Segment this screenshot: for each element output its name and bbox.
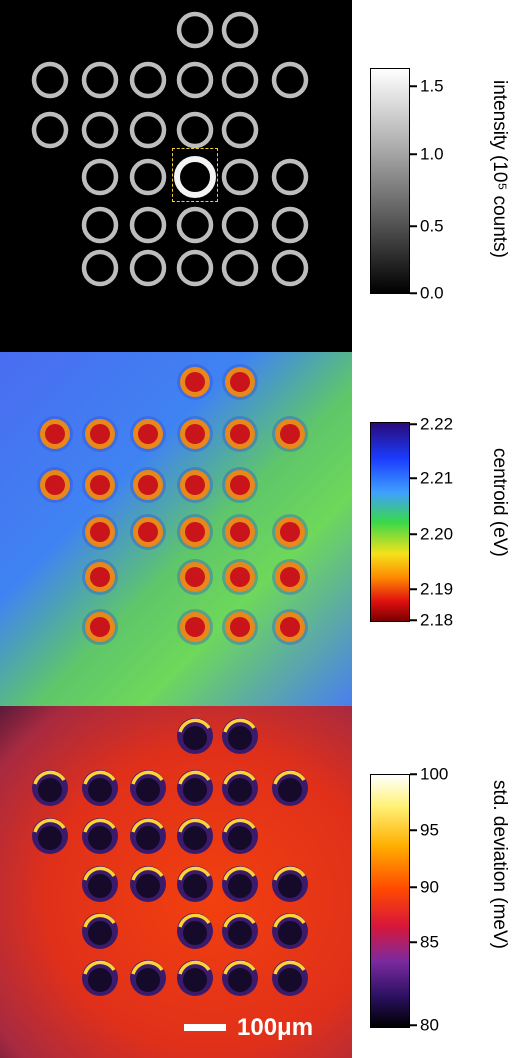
micro-well-ring [176,11,214,49]
tick-label: 0.5 [420,216,444,236]
intensity-colorbar [370,68,410,294]
micro-well-ring [129,206,167,244]
tick-label: 100 [420,764,449,784]
micro-well-ring [129,111,167,149]
tick-label: 95 [420,820,439,840]
micro-well-ring [176,206,214,244]
micro-well-ring [176,249,214,287]
micro-well-ring [81,249,119,287]
micro-well-ring [271,206,309,244]
tick-label: 90 [420,877,439,897]
micro-well-ring [221,249,259,287]
micro-well-ring [31,61,69,99]
tick-label: 0.0 [420,283,444,303]
scale-bar [0,706,352,1058]
micro-well-ring [174,156,216,198]
scale-bar-line [184,1024,226,1031]
intensity-map [31,11,309,287]
scale-bar-label: 100μm [237,1014,314,1041]
centroid-map [37,364,308,645]
tick-label: 2.18 [420,610,454,630]
intensity-map-panel [0,0,352,352]
micro-well-ring [81,111,119,149]
centroid-map-panel [0,352,352,706]
tick-label: 2.21 [420,468,454,488]
centroid-colorbar-label: centroid (eV) [489,448,510,557]
tick-label: 2.22 [420,414,454,434]
micro-well-ring [129,249,167,287]
micro-well-ring [271,249,309,287]
std-deviation-colorbar [370,774,410,1028]
micro-well-ring [31,111,69,149]
tick-label: 1.0 [420,144,444,164]
std-deviation-map-panel [0,706,352,1058]
region-of-interest-box [172,148,218,202]
micro-well-ring [81,158,119,196]
micro-well-ring [221,61,259,99]
micro-well-ring [176,111,214,149]
tick-label: 2.19 [420,579,454,599]
micro-well-ring [221,206,259,244]
micro-well-ring [81,61,119,99]
micro-well-ring [271,61,309,99]
std-deviation-map [32,718,308,996]
micro-well-ring [129,158,167,196]
std-deviation-colorbar-label: std. deviation (meV) [489,780,510,949]
tick-label: 2.20 [420,524,454,544]
tick-label: 80 [420,1015,439,1035]
intensity-colorbar-label: intensity (10⁵ counts) [489,80,510,258]
micro-well-ring [221,111,259,149]
tick-label: 1.5 [420,76,444,96]
micro-well-ring [81,206,119,244]
micro-well-ring [221,11,259,49]
micro-well-ring [129,61,167,99]
micro-well-ring [271,158,309,196]
tick-label: 85 [420,932,439,952]
centroid-colorbar [370,422,410,622]
micro-well-ring [221,158,259,196]
micro-well-ring [176,61,214,99]
